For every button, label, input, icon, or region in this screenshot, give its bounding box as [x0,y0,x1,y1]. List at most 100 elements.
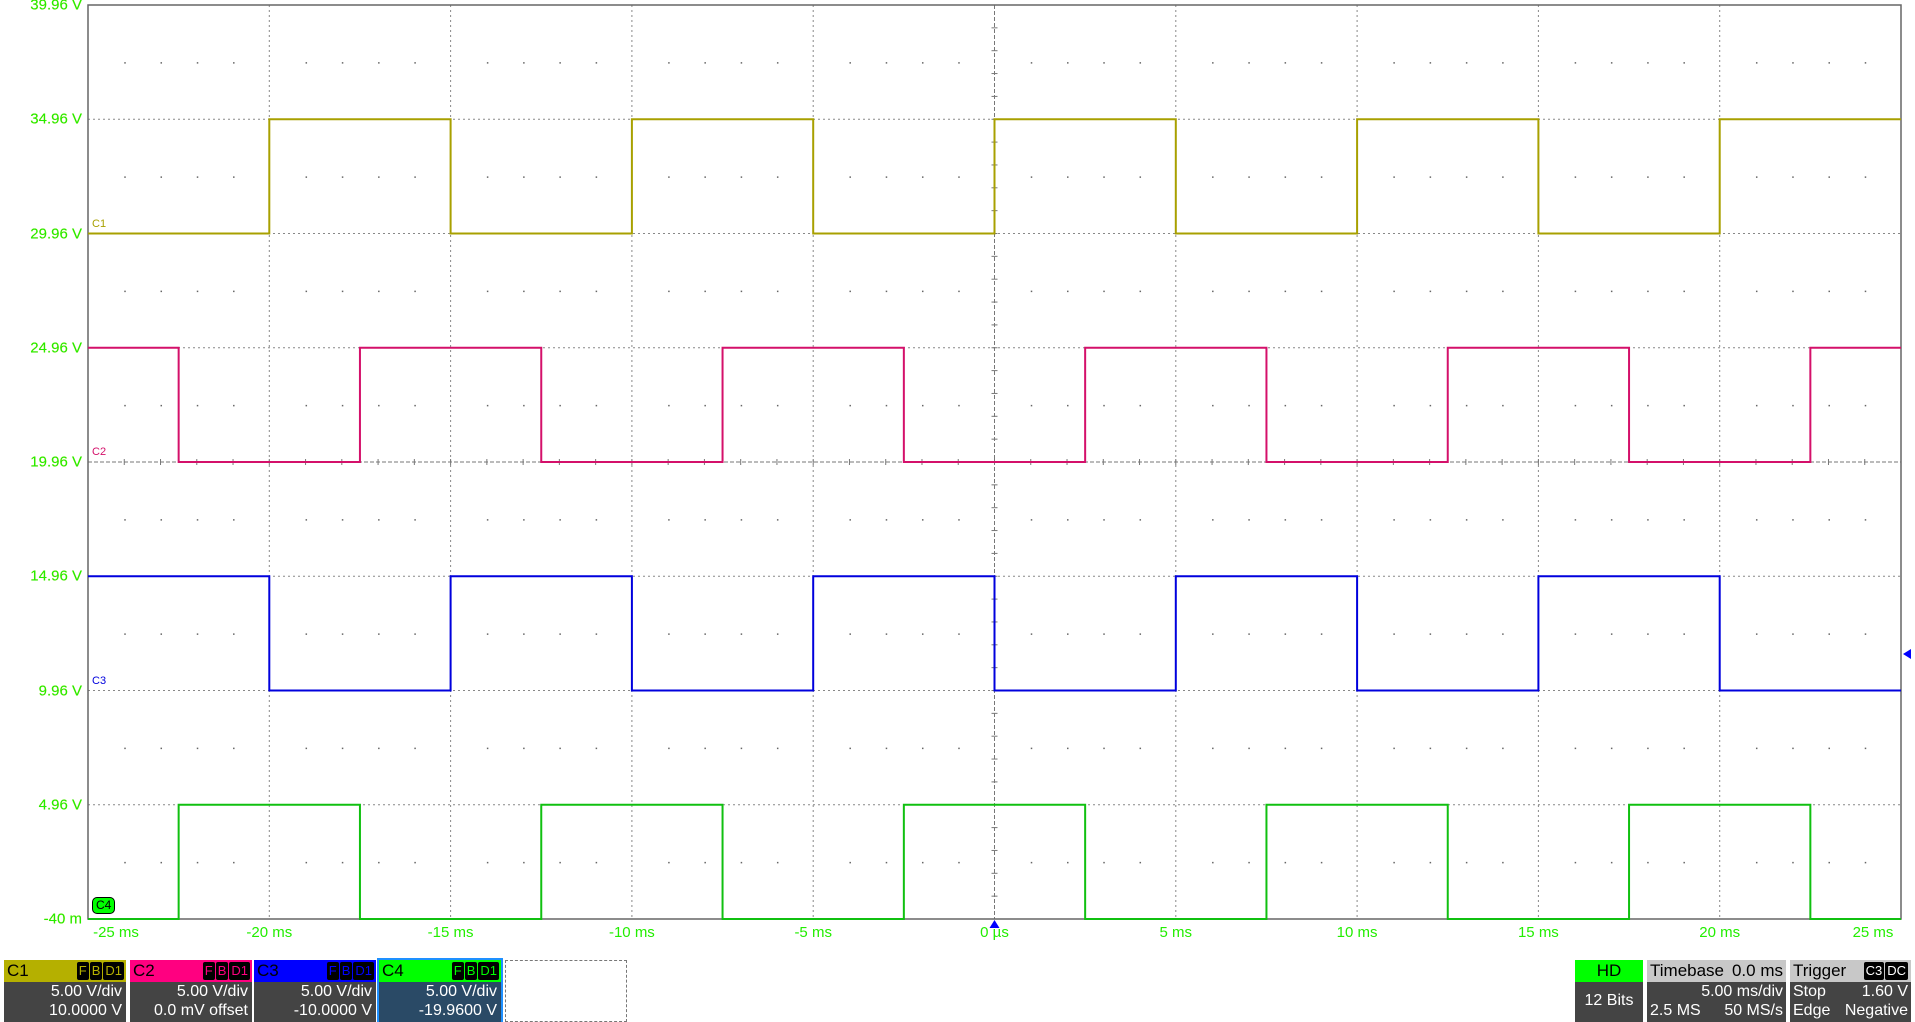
grid-minor-dot [740,176,743,178]
grid-minor-dot [1067,633,1069,635]
grid-minor-dot [921,861,924,864]
channel-marker-c3[interactable]: C3 [92,674,107,687]
timebase-scale: 5.00 ms/div [1701,983,1783,1000]
channel-tag[interactable]: B [89,962,103,980]
c4-ground-marker[interactable]: C4 [92,897,116,914]
grid-minor-dot [559,290,561,293]
grid-minor-dot [1030,747,1033,750]
grid-minor-dot [305,633,308,635]
grid-minor-dot [1212,176,1214,178]
grid-minor-dot [595,176,598,178]
grid-minor-dot [885,861,888,864]
grid-minor-dot [595,861,598,864]
sample-rate: 50 MS/s [1724,1002,1783,1019]
channel-tag[interactable]: F [326,962,339,980]
grid-minor-dot [1429,861,1432,864]
grid-minor-dot [1502,519,1504,521]
y-tick-label: 14.96 V [30,567,82,585]
grid-minor-dot [1030,290,1033,293]
plot-border [87,4,1902,920]
channel-marker-c2[interactable]: C2 [92,446,107,458]
grid-minor-dot [740,404,743,407]
grid-minor-dot [1828,176,1830,178]
grid-minor-dot [523,861,525,864]
grid-minor-dot [668,747,670,750]
grid-minor-dot [1792,861,1794,864]
trigger-panel[interactable]: Trigger C3 DC Stop 1.60 V Edge Negative [1790,960,1911,1022]
grid-minor-dot [1683,62,1685,64]
grid-minor-dot [523,290,525,293]
y-tick-label: 29.96 V [30,225,82,242]
grid-minor-dot [595,747,598,750]
grid-minor-dot [1647,290,1649,293]
grid-minor-dot [1103,633,1105,635]
channel-tag[interactable]: B [339,962,353,980]
channel-tag[interactable]: D1 [478,962,499,980]
grid-minor-dot [305,290,308,293]
channel-marker-c1[interactable]: C1 [92,217,107,230]
grid-minor-dot [305,176,308,178]
grid-minor-dot [885,404,888,407]
grid-minor-dot [1755,861,1758,864]
grid-minor-dot [1212,290,1214,293]
channel-tag[interactable]: F [202,962,215,980]
grid-minor-dot [486,519,489,521]
trigger-level: 1.60 V [1861,983,1908,1000]
grid-minor-dot [1429,62,1432,64]
grid-minor-dot [1864,519,1867,521]
grid-minor-dot [1647,404,1649,407]
grid-minor-dot [378,747,380,750]
grid-minor-dot [1139,861,1142,864]
grid-minor-dot [1139,176,1142,178]
channel-panel-c2[interactable]: C2 F B D1 5.00 V/div 0.0 mV offset [130,960,252,1022]
grid-minor-dot [1284,62,1287,64]
grid-minor-dot [1429,519,1432,521]
grid-minor-dot [921,290,924,293]
x-tick-label: -5 ms [794,924,832,941]
grid-minor-dot [1683,404,1685,407]
grid-minor-dot [1574,519,1577,521]
grid-minor-dot [1574,290,1577,293]
grid-minor-dot [849,176,851,178]
channel-tag[interactable]: B [215,962,229,980]
grid-minor-dot [1067,62,1069,64]
grid-minor-dot [1828,290,1830,293]
channel-scale: 5.00 V/div [425,983,497,1000]
channel-panel-c3[interactable]: C3 F B D1 5.00 V/div -10.0000 V [254,960,376,1022]
grid-minor-dot [1610,519,1613,521]
grid-minor-dot [1502,62,1504,64]
grid-minor-dot [1139,62,1142,64]
grid-minor-dot [958,519,960,521]
channel-tag[interactable]: D1 [353,962,374,980]
grid-minor-dot [1502,633,1504,635]
grid-minor-dot [1864,861,1867,864]
channel-label: C4 [382,961,404,980]
grid-minor-dot [1864,404,1867,407]
channel-panel-c1[interactable]: C1 F B D1 5.00 V/div 10.0000 V [4,960,126,1022]
grid-minor-dot [486,404,489,407]
add-channel-slot[interactable] [505,960,627,1022]
grid-minor-dot [1755,62,1758,64]
grid-minor-dot [414,176,416,178]
acquisition-panel[interactable]: HD 12 Bits [1575,960,1643,1022]
grid-minor-dot [1610,633,1613,635]
channel-tag[interactable]: D1 [229,962,250,980]
channel-tag[interactable]: D1 [103,962,124,980]
grid-minor-dot [124,290,126,293]
grid-minor-dot [1792,633,1794,635]
trigger-time-marker [989,920,1000,928]
channel-tag[interactable]: F [451,962,464,980]
grid-minor-dot [523,176,525,178]
grid-minor-dot [1683,633,1685,635]
waveform-grid[interactable] [0,0,1915,950]
channel-tag[interactable]: B [464,962,478,980]
channel-tag[interactable]: F [76,962,89,980]
channel-panel-c4[interactable]: C4 F B D1 5.00 V/div -19.9600 V [377,958,503,1022]
grid-minor-dot [486,747,489,750]
channel-scale: 5.00 V/div [300,983,372,1000]
grid-minor-dot [233,176,235,178]
grid-minor-dot [1610,861,1613,864]
grid-minor-dot [341,290,344,293]
timebase-panel[interactable]: Timebase 0.0 ms 5.00 ms/div 2.5 MS 50 MS/s [1647,960,1786,1022]
grid-minor-dot [1320,404,1323,407]
